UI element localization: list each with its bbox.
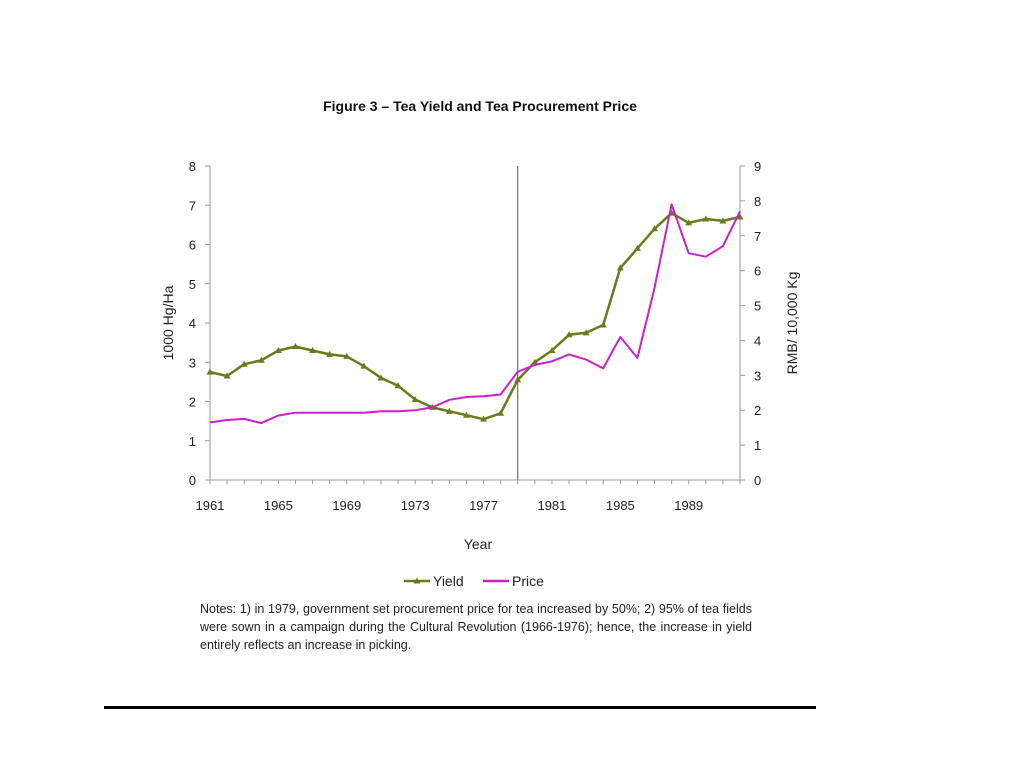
- right-y-tick-label: 8: [754, 194, 761, 209]
- series-point-yield: [565, 331, 573, 338]
- x-tick-label: 1969: [332, 498, 361, 513]
- left-y-tick-label: 5: [189, 277, 196, 292]
- series-point-yield: [223, 372, 231, 379]
- series-point-yield: [599, 321, 607, 328]
- series-point-yield: [651, 225, 659, 232]
- legend-marker: [413, 577, 421, 584]
- series-point-yield: [377, 374, 385, 381]
- right-y-tick-label: 9: [754, 159, 761, 174]
- x-tick-label: 1965: [264, 498, 293, 513]
- series-point-yield: [582, 329, 590, 336]
- left-y-tick-label: 6: [189, 238, 196, 253]
- series-point-yield: [736, 213, 744, 220]
- series-point-yield: [548, 346, 556, 353]
- series-point-yield: [531, 358, 539, 365]
- bottom-divider: [104, 706, 816, 709]
- left-y-tick-label: 7: [189, 198, 196, 213]
- chart-title: Figure 3 – Tea Yield and Tea Procurement…: [323, 98, 637, 114]
- series-point-yield: [514, 376, 522, 383]
- series-point-yield: [360, 362, 368, 369]
- right-y-tick-label: 4: [754, 333, 761, 348]
- x-axis-label: Year: [464, 536, 493, 552]
- right-y-tick-label: 7: [754, 229, 761, 244]
- series-point-yield: [326, 350, 334, 357]
- series-point-yield: [343, 352, 351, 359]
- series-point-yield: [719, 217, 727, 224]
- series-point-yield: [497, 409, 505, 416]
- series-point-yield: [633, 244, 641, 251]
- series-point-yield: [206, 368, 214, 375]
- x-tick-label: 1961: [196, 498, 225, 513]
- left-y-tick-label: 2: [189, 395, 196, 410]
- left-y-tick-label: 4: [189, 316, 196, 331]
- series-point-yield: [411, 396, 419, 403]
- right-y-ticks: 0 1 2 3 4 5 6 7 8 9: [740, 159, 761, 488]
- right-y-tick-label: 2: [754, 403, 761, 418]
- x-tick-label: 1989: [674, 498, 703, 513]
- series-point-yield: [685, 219, 693, 226]
- series-point-yield: [291, 343, 299, 350]
- left-y-ticks: 0 1 2 3 4 5 6 7 8: [189, 159, 210, 488]
- left-y-axis-label: 1000 Hg/Ha: [160, 285, 176, 360]
- legend: Yield Price: [404, 573, 544, 589]
- series-point-yield: [309, 346, 317, 353]
- x-ticks: 1961 1965 1969 1973 1977 1981 1985 1989: [196, 480, 741, 513]
- right-y-tick-label: 0: [754, 473, 761, 488]
- series: [206, 203, 744, 425]
- notes-text: Notes: 1) in 1979, government set procur…: [200, 602, 752, 652]
- x-tick-label: 1977: [469, 498, 498, 513]
- series-line-price: [209, 203, 741, 425]
- right-y-tick-label: 1: [754, 438, 761, 453]
- x-tick-label: 1985: [606, 498, 635, 513]
- series-point-yield: [394, 382, 402, 389]
- series-point-yield: [702, 215, 710, 222]
- series-point-yield: [480, 415, 488, 422]
- right-y-tick-label: 6: [754, 264, 761, 279]
- left-y-tick-label: 3: [189, 355, 196, 370]
- left-y-tick-label: 0: [189, 473, 196, 488]
- x-tick-label: 1973: [401, 498, 430, 513]
- series-point-yield: [445, 407, 453, 414]
- series-point-yield: [274, 346, 282, 353]
- left-y-tick-label: 8: [189, 159, 196, 174]
- right-y-axis-label: RMB/ 10,000 Kg: [784, 272, 800, 375]
- series-point-yield: [240, 360, 248, 367]
- series-point-yield: [616, 264, 624, 271]
- series-point-yield: [462, 411, 470, 418]
- legend-label-price: Price: [512, 573, 544, 589]
- legend-label-yield: Yield: [433, 573, 464, 589]
- right-y-tick-label: 5: [754, 299, 761, 314]
- series-line-yield: [209, 211, 741, 421]
- right-y-tick-label: 3: [754, 368, 761, 383]
- left-y-tick-label: 1: [189, 434, 196, 449]
- series-point-yield: [257, 356, 265, 363]
- x-tick-label: 1981: [537, 498, 566, 513]
